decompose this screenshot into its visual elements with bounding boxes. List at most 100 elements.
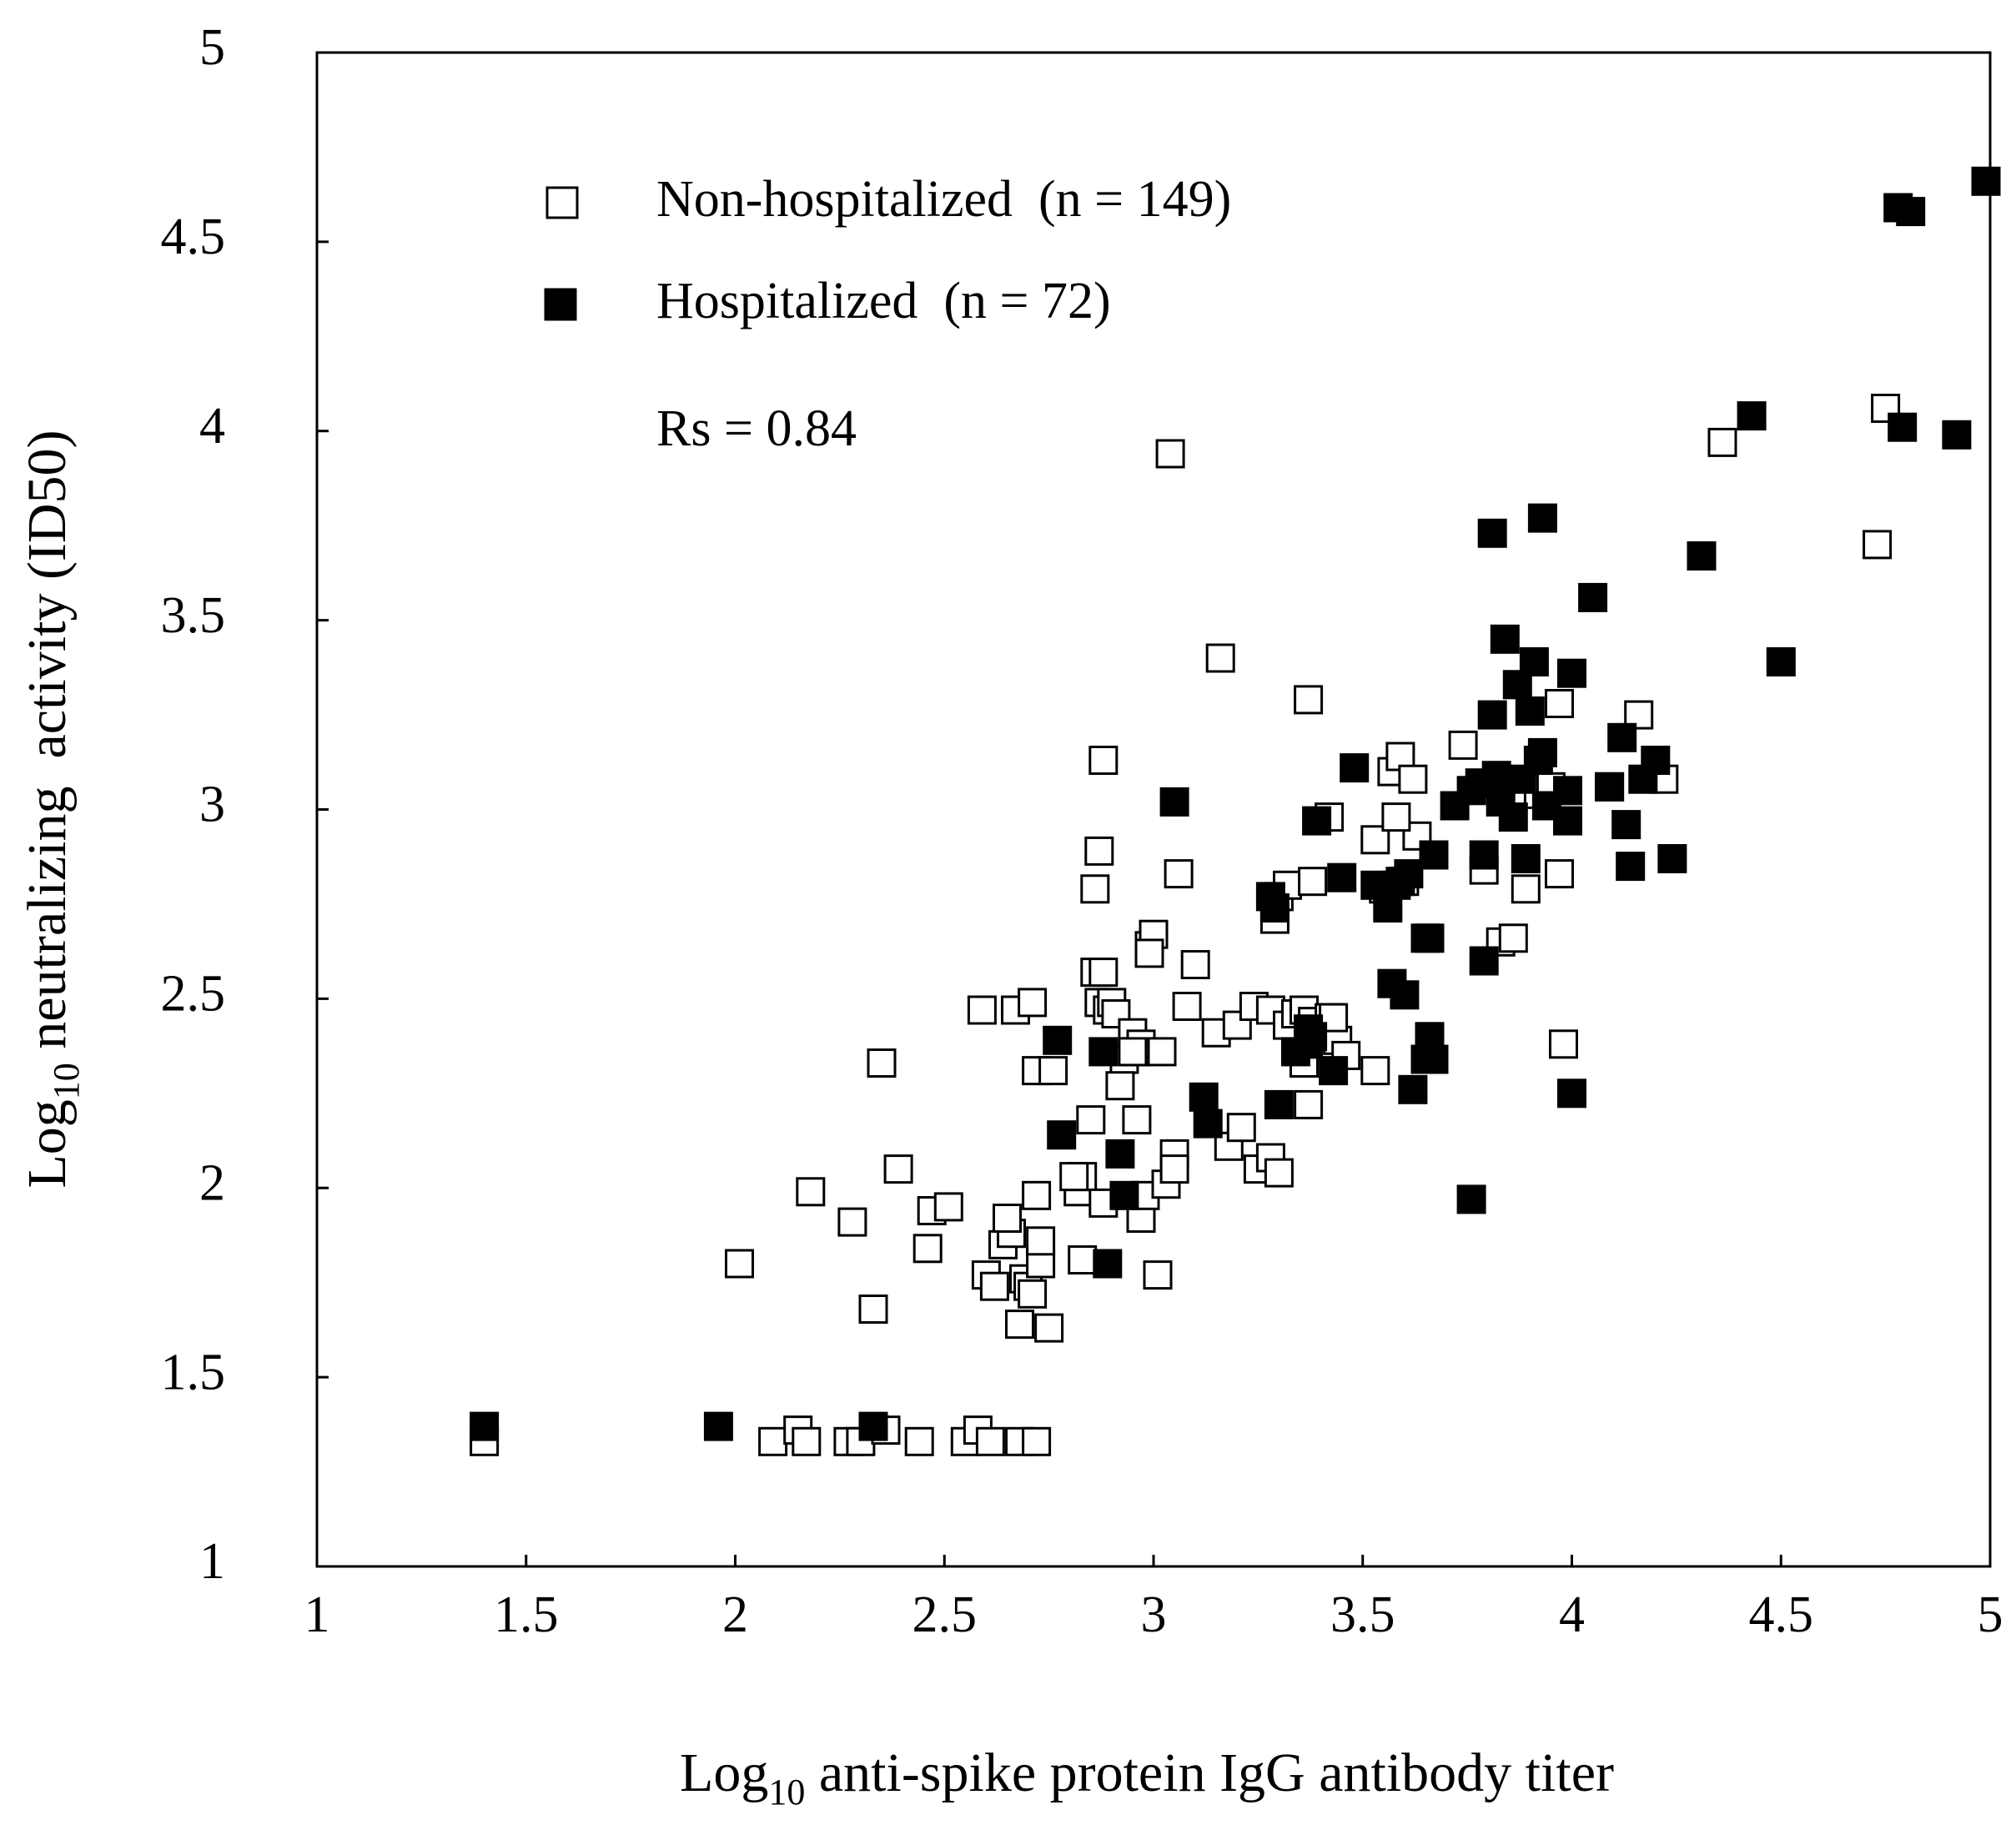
hospitalized-point <box>1047 1120 1077 1150</box>
non-hospitalized-point <box>1147 1037 1177 1067</box>
legend: Non-hospitalized (n = 149) Hospitalized … <box>544 171 1231 457</box>
non-hospitalized-point <box>967 995 997 1025</box>
non-hospitalized-point <box>796 1177 826 1207</box>
hospitalized-point <box>1490 624 1520 654</box>
y-tick-label: 2 <box>199 1154 225 1211</box>
hospitalized-point <box>1469 946 1499 976</box>
non-hospitalized-point <box>933 1192 963 1222</box>
non-hospitalized-point <box>1226 1113 1256 1143</box>
non-hospitalized-point <box>1018 988 1048 1018</box>
hospitalized-point <box>1469 840 1499 870</box>
non-hospitalized-point <box>993 1204 1022 1233</box>
hospitalized-point <box>1043 1025 1073 1055</box>
non-hospitalized-point <box>1511 874 1541 904</box>
y-axis-title-rest: neutralizing activity (ID50) <box>17 430 78 1063</box>
non-hospitalized-point <box>837 1207 867 1237</box>
non-hospitalized-point <box>1022 1180 1052 1210</box>
data-points <box>470 166 2001 1456</box>
hospitalized-point <box>703 1411 733 1441</box>
non-hospitalized-point <box>1005 1310 1034 1340</box>
hospitalized-point <box>1481 761 1511 791</box>
non-hospitalized-point <box>725 1249 754 1279</box>
hospitalized-point <box>858 1411 888 1441</box>
x-axis: 1 1.5 2 2.5 3 3.5 4 4.5 5 <box>304 1555 2003 1643</box>
x-tick-label: 3 <box>1141 1586 1167 1643</box>
x-tick-label: 3.5 <box>1330 1586 1395 1643</box>
hospitalized-point <box>1657 844 1687 873</box>
hospitalized-point <box>1159 787 1189 817</box>
x-tick-label: 4 <box>1559 1586 1585 1643</box>
hospitalized-point <box>1553 776 1582 806</box>
hospitalized-point <box>1611 810 1641 840</box>
non-hospitalized-point <box>1143 1260 1173 1290</box>
non-hospitalized-point <box>1707 427 1737 457</box>
non-hospitalized-point <box>867 1048 897 1078</box>
y-tick-label: 5 <box>199 19 225 76</box>
non-hospitalized-point <box>1264 1158 1294 1188</box>
non-hospitalized-point <box>1105 1071 1135 1101</box>
y-tick-label: 4.5 <box>161 209 226 265</box>
hospitalized-point <box>1264 1089 1294 1119</box>
hospitalized-point <box>1527 737 1557 767</box>
non-hospitalized-point <box>1294 1089 1324 1119</box>
hospitalized-point <box>1498 802 1528 832</box>
non-hospitalized-point <box>1398 764 1428 794</box>
hospitalized-point <box>1398 1074 1428 1104</box>
x-axis-title: Log10 anti-spike protein IgG antibody ti… <box>680 1742 1614 1812</box>
non-hospitalized-point <box>1545 689 1574 718</box>
non-hospitalized-point <box>1018 1279 1048 1309</box>
hospitalized-point <box>1419 840 1449 870</box>
hospitalized-point <box>1557 658 1586 688</box>
hospitalized-point <box>1327 862 1357 892</box>
non-hospitalized-point <box>979 1271 1009 1301</box>
non-hospitalized-point <box>1381 802 1411 832</box>
hospitalized-point <box>1896 197 1926 227</box>
non-hospitalized-point <box>1022 1426 1052 1456</box>
hospitalized-point <box>1189 1082 1219 1112</box>
non-hospitalized-point <box>1159 1154 1189 1184</box>
non-hospitalized-point <box>1038 1056 1068 1086</box>
non-hospitalized-point <box>1059 1162 1089 1192</box>
non-hospitalized-point <box>1180 950 1210 979</box>
hospitalized-point <box>1578 582 1608 612</box>
x-tick-label: 5 <box>1978 1586 2003 1643</box>
hospitalized-point <box>1527 503 1557 533</box>
x-axis-title-subscript: 10 <box>768 1772 805 1812</box>
non-hospitalized-point <box>1084 836 1114 866</box>
x-tick-label: 4.5 <box>1749 1586 1814 1643</box>
non-hospitalized-point <box>1088 746 1119 775</box>
y-axis: 1 1.5 2 2.5 3 3.5 4 4.5 5 <box>161 19 329 1590</box>
non-hospitalized-point <box>1122 1105 1152 1135</box>
non-hospitalized-point <box>1360 1056 1390 1086</box>
y-axis-title: Log10 neutralizing activity (ID50) <box>17 430 87 1188</box>
correlation-annotation: Rs = 0.84 <box>656 400 857 457</box>
non-hospitalized-point <box>1068 1245 1098 1274</box>
non-hospitalized-point <box>1294 685 1324 715</box>
hospitalized-point <box>1105 1139 1135 1169</box>
hospitalized-point <box>470 1411 500 1441</box>
non-hospitalized-point <box>1545 859 1574 889</box>
non-hospitalized-point <box>1498 923 1528 953</box>
hospitalized-point <box>1557 1078 1586 1109</box>
non-hospitalized-point <box>1118 1037 1148 1067</box>
non-hospitalized-point <box>1076 1105 1106 1135</box>
y-tick-label: 1.5 <box>161 1344 226 1400</box>
non-hospitalized-point <box>1863 530 1893 560</box>
hospitalized-point <box>1511 844 1541 873</box>
hospitalized-point <box>1595 772 1625 802</box>
y-tick-label: 1 <box>199 1533 225 1590</box>
x-tick-label: 1 <box>304 1586 330 1643</box>
hospitalized-point <box>1415 923 1445 953</box>
hospitalized-point <box>1193 1109 1223 1139</box>
y-axis-title-prefix: Log <box>17 1099 78 1188</box>
hospitalized-point <box>1888 412 1918 442</box>
non-hospitalized-point <box>1088 958 1119 988</box>
hospitalized-point <box>1737 401 1767 431</box>
non-hospitalized-point <box>883 1154 913 1184</box>
non-hospitalized-point <box>912 1234 943 1264</box>
legend-label-non-hospitalized: Non-hospitalized (n = 149) <box>656 171 1231 228</box>
hospitalized-point <box>1971 166 2001 196</box>
hospitalized-point <box>1687 541 1717 571</box>
y-axis-title-subscript: 10 <box>46 1063 87 1099</box>
